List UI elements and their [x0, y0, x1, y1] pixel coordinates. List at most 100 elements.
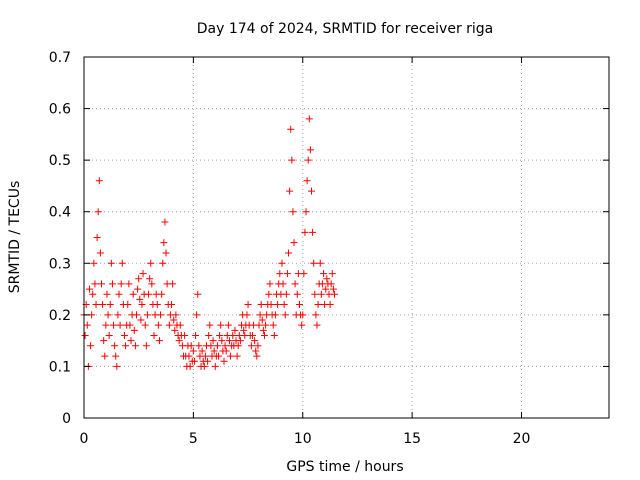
data-point: [117, 280, 125, 288]
x-axis-label: GPS time / hours: [286, 459, 403, 475]
data-point: [157, 311, 165, 319]
data-point: [190, 357, 198, 365]
x-tick-label: 15: [403, 431, 421, 447]
data-point: [329, 285, 337, 293]
data-point: [131, 342, 139, 350]
data-point: [143, 311, 151, 319]
data-point: [176, 321, 184, 329]
data-point: [274, 301, 282, 309]
data-point: [283, 270, 291, 278]
data-point: [220, 357, 228, 365]
data-point: [270, 331, 278, 339]
data-point: [127, 337, 135, 345]
data-point: [95, 177, 103, 185]
data-point: [104, 311, 112, 319]
data-point: [266, 280, 274, 288]
data-point: [193, 311, 201, 319]
data-point: [206, 321, 214, 329]
data-point: [122, 342, 130, 350]
data-point: [81, 331, 89, 339]
y-tick-label: 0.2: [49, 308, 71, 324]
data-point: [298, 321, 306, 329]
data-point: [299, 311, 307, 319]
data-point: [231, 326, 239, 334]
data-point: [210, 347, 218, 355]
data-point: [171, 326, 179, 334]
data-point: [285, 249, 293, 257]
y-tick-label: 0.4: [49, 205, 71, 221]
data-point: [306, 146, 314, 154]
data-point: [254, 342, 262, 350]
data-point: [165, 321, 173, 329]
data-point: [133, 311, 140, 319]
data-point: [243, 311, 251, 319]
data-point: [130, 326, 138, 334]
data-point: [112, 352, 120, 360]
data-point: [255, 321, 263, 329]
data-point: [276, 270, 284, 278]
data-point: [141, 321, 149, 329]
data-point: [154, 321, 162, 329]
data-point: [310, 259, 318, 267]
data-point: [278, 259, 286, 267]
data-point: [314, 301, 322, 309]
data-point: [146, 275, 154, 283]
data-point: [94, 208, 102, 216]
data-point: [96, 249, 104, 257]
y-tick-label: 0.3: [49, 256, 71, 272]
data-point: [129, 290, 137, 298]
data-point: [303, 177, 311, 185]
data-point: [145, 290, 153, 298]
data-point: [260, 331, 268, 339]
data-point: [195, 342, 203, 350]
data-point: [170, 316, 178, 324]
data-point: [240, 326, 248, 334]
data-point: [124, 301, 132, 309]
data-point: [252, 347, 260, 355]
data-point: [87, 342, 95, 350]
x-tick-labels: 0 5 10 15 20: [80, 431, 531, 447]
data-point: [222, 347, 230, 355]
data-point: [213, 342, 221, 350]
x-tick-label: 10: [294, 431, 312, 447]
data-point: [126, 321, 134, 329]
data-point: [161, 218, 169, 226]
data-point: [150, 331, 158, 339]
data-point: [187, 342, 195, 350]
data-point: [113, 362, 121, 370]
data-point: [99, 301, 107, 309]
data-point: [300, 270, 308, 278]
grid: [84, 57, 609, 418]
data-point: [107, 259, 115, 267]
data-point: [136, 295, 144, 303]
data-point: [317, 290, 325, 298]
data-point: [139, 270, 147, 278]
data-point: [291, 280, 299, 288]
data-point: [327, 280, 335, 288]
data-points: [80, 115, 338, 370]
data-point: [91, 280, 99, 288]
data-point: [160, 239, 168, 247]
y-tick-labels: 0 0.1 0.2 0.3 0.4 0.5 0.6 0.7: [49, 50, 71, 427]
data-point: [148, 280, 156, 288]
data-point: [279, 280, 287, 288]
data-point: [102, 321, 110, 329]
data-point: [186, 362, 194, 370]
data-point: [120, 331, 128, 339]
data-point: [258, 316, 266, 324]
data-point: [189, 347, 197, 355]
data-point: [159, 259, 167, 267]
data-point: [256, 311, 264, 319]
data-point: [244, 301, 252, 309]
data-point: [293, 290, 301, 298]
x-tick-label: 5: [189, 431, 198, 447]
data-point: [155, 337, 163, 345]
data-point: [147, 259, 155, 267]
data-point: [216, 331, 224, 339]
y-tick-label: 0: [62, 411, 71, 427]
data-point: [311, 290, 319, 298]
data-point: [221, 342, 229, 350]
data-point: [185, 352, 193, 360]
data-point: [316, 259, 324, 267]
